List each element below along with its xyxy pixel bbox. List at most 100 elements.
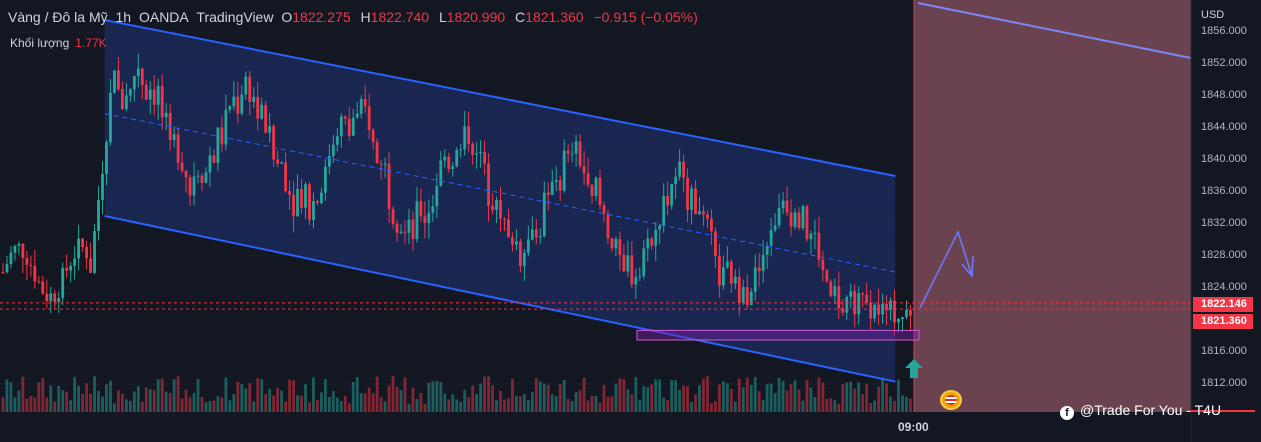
candle-body-124 bbox=[495, 200, 498, 211]
candle-body-64 bbox=[256, 96, 260, 119]
candle-body-141 bbox=[562, 150, 566, 191]
volume-label: Khối lượng bbox=[10, 36, 70, 50]
time-axis-bg bbox=[0, 412, 1191, 442]
interval-label[interactable]: 1h bbox=[115, 9, 132, 25]
volume-bar-121 bbox=[483, 376, 486, 412]
volume-bar-86 bbox=[343, 396, 347, 412]
volume-bar-179 bbox=[714, 401, 717, 412]
candle-body-66 bbox=[264, 104, 268, 133]
candle-body-113 bbox=[451, 166, 455, 169]
volume-bar-105 bbox=[419, 393, 423, 412]
candle-body-217 bbox=[865, 294, 869, 303]
candle-body-90 bbox=[359, 98, 363, 114]
volume-bar-28 bbox=[113, 403, 116, 412]
candle-body-128 bbox=[511, 237, 514, 245]
forecast-arrowhead bbox=[961, 255, 974, 278]
candle-body-60 bbox=[240, 94, 244, 114]
volume-bar-46 bbox=[184, 389, 188, 412]
volume-bar-168 bbox=[670, 379, 674, 412]
volume-bar-9 bbox=[37, 382, 41, 412]
volume-bar-100 bbox=[399, 390, 403, 412]
volume-bar-124 bbox=[495, 400, 498, 412]
candle-body-200 bbox=[797, 212, 801, 229]
volume-bar-212 bbox=[845, 382, 849, 412]
time-axis-label: 09:00 bbox=[898, 420, 929, 434]
volume-bar-68 bbox=[272, 395, 276, 412]
candle-body-72 bbox=[288, 191, 291, 195]
facebook-icon: f bbox=[1060, 406, 1074, 420]
volume-bar-3 bbox=[13, 397, 17, 412]
volume-bar-0 bbox=[1, 397, 5, 412]
candle-body-78 bbox=[312, 201, 315, 220]
volume-bar-184 bbox=[733, 401, 737, 412]
candle-body-3 bbox=[13, 245, 17, 253]
volume-bar-72 bbox=[288, 379, 291, 412]
candle-body-199 bbox=[793, 212, 797, 227]
candle-body-169 bbox=[674, 176, 678, 184]
candle-body-172 bbox=[686, 177, 689, 210]
candle-body-162 bbox=[646, 238, 650, 249]
volume-bar-87 bbox=[347, 403, 351, 412]
candle-body-130 bbox=[519, 241, 522, 267]
candle-body-142 bbox=[566, 150, 570, 154]
volume-bar-45 bbox=[180, 398, 184, 412]
volume-bar-186 bbox=[741, 387, 745, 412]
candle-body-14 bbox=[57, 298, 61, 302]
candle-body-161 bbox=[642, 248, 646, 277]
candle-body-135 bbox=[538, 236, 542, 238]
volume-bar-42 bbox=[168, 393, 172, 412]
candle-body-192 bbox=[765, 245, 769, 255]
price-tick-label: 1828.000 bbox=[1201, 249, 1247, 261]
volume-bar-160 bbox=[638, 399, 642, 412]
candle-body-127 bbox=[507, 219, 510, 238]
volume-bar-196 bbox=[781, 380, 785, 412]
candle-body-134 bbox=[534, 229, 538, 238]
volume-bar-205 bbox=[817, 377, 821, 412]
candle-body-105 bbox=[419, 201, 423, 217]
volume-bar-110 bbox=[439, 381, 443, 412]
candle-body-51 bbox=[204, 172, 208, 183]
candle-body-107 bbox=[427, 212, 431, 224]
volume-bar-173 bbox=[690, 402, 693, 412]
symbol-header: Vàng / Đô la Mỹ 1h OANDA TradingView O18… bbox=[8, 9, 704, 25]
currency-label[interactable]: USD bbox=[1201, 9, 1225, 21]
ohlc-open-value: 1822.275 bbox=[292, 9, 351, 25]
candle-body-188 bbox=[749, 291, 753, 306]
volume-bar-202 bbox=[805, 380, 809, 412]
volume-bar-224 bbox=[893, 400, 896, 412]
candle-body-43 bbox=[172, 134, 176, 141]
candle-body-223 bbox=[889, 300, 892, 311]
candle-body-212 bbox=[845, 296, 849, 313]
candle-body-103 bbox=[411, 219, 415, 239]
price-tick-label: 1852.000 bbox=[1201, 57, 1247, 69]
symbol-name[interactable]: Vàng / Đô la Mỹ bbox=[8, 9, 108, 25]
volume-legend[interactable]: Khối lượng 1.77K bbox=[10, 36, 107, 50]
volume-bar-203 bbox=[809, 387, 813, 412]
volume-bar-88 bbox=[351, 381, 355, 412]
candle-body-44 bbox=[176, 134, 180, 163]
brand-text: @Trade For You - T4U bbox=[1080, 402, 1222, 418]
candle-body-143 bbox=[570, 153, 574, 155]
candle-body-224 bbox=[893, 300, 896, 323]
volume-bar-214 bbox=[853, 388, 857, 412]
volume-bar-159 bbox=[634, 376, 638, 412]
volume-bar-75 bbox=[300, 395, 303, 412]
volume-bar-145 bbox=[578, 390, 582, 412]
candle-body-56 bbox=[224, 109, 228, 145]
brand-watermark: f @Trade For You - T4U bbox=[1060, 402, 1221, 420]
volume-bar-14 bbox=[57, 385, 61, 412]
volume-value: 1.77K bbox=[75, 36, 107, 50]
candle-body-131 bbox=[522, 252, 526, 267]
candle-body-138 bbox=[550, 181, 554, 195]
candle-body-171 bbox=[682, 161, 685, 178]
ohlc-high-value: 1822.740 bbox=[370, 9, 430, 25]
volume-bar-34 bbox=[136, 386, 140, 412]
us-flag-event-icon[interactable] bbox=[940, 390, 962, 410]
volume-bar-115 bbox=[459, 401, 463, 412]
price-axis-bg bbox=[1191, 0, 1261, 442]
volume-bar-192 bbox=[765, 384, 769, 412]
volume-bar-152 bbox=[606, 396, 610, 412]
volume-bar-125 bbox=[499, 390, 502, 412]
